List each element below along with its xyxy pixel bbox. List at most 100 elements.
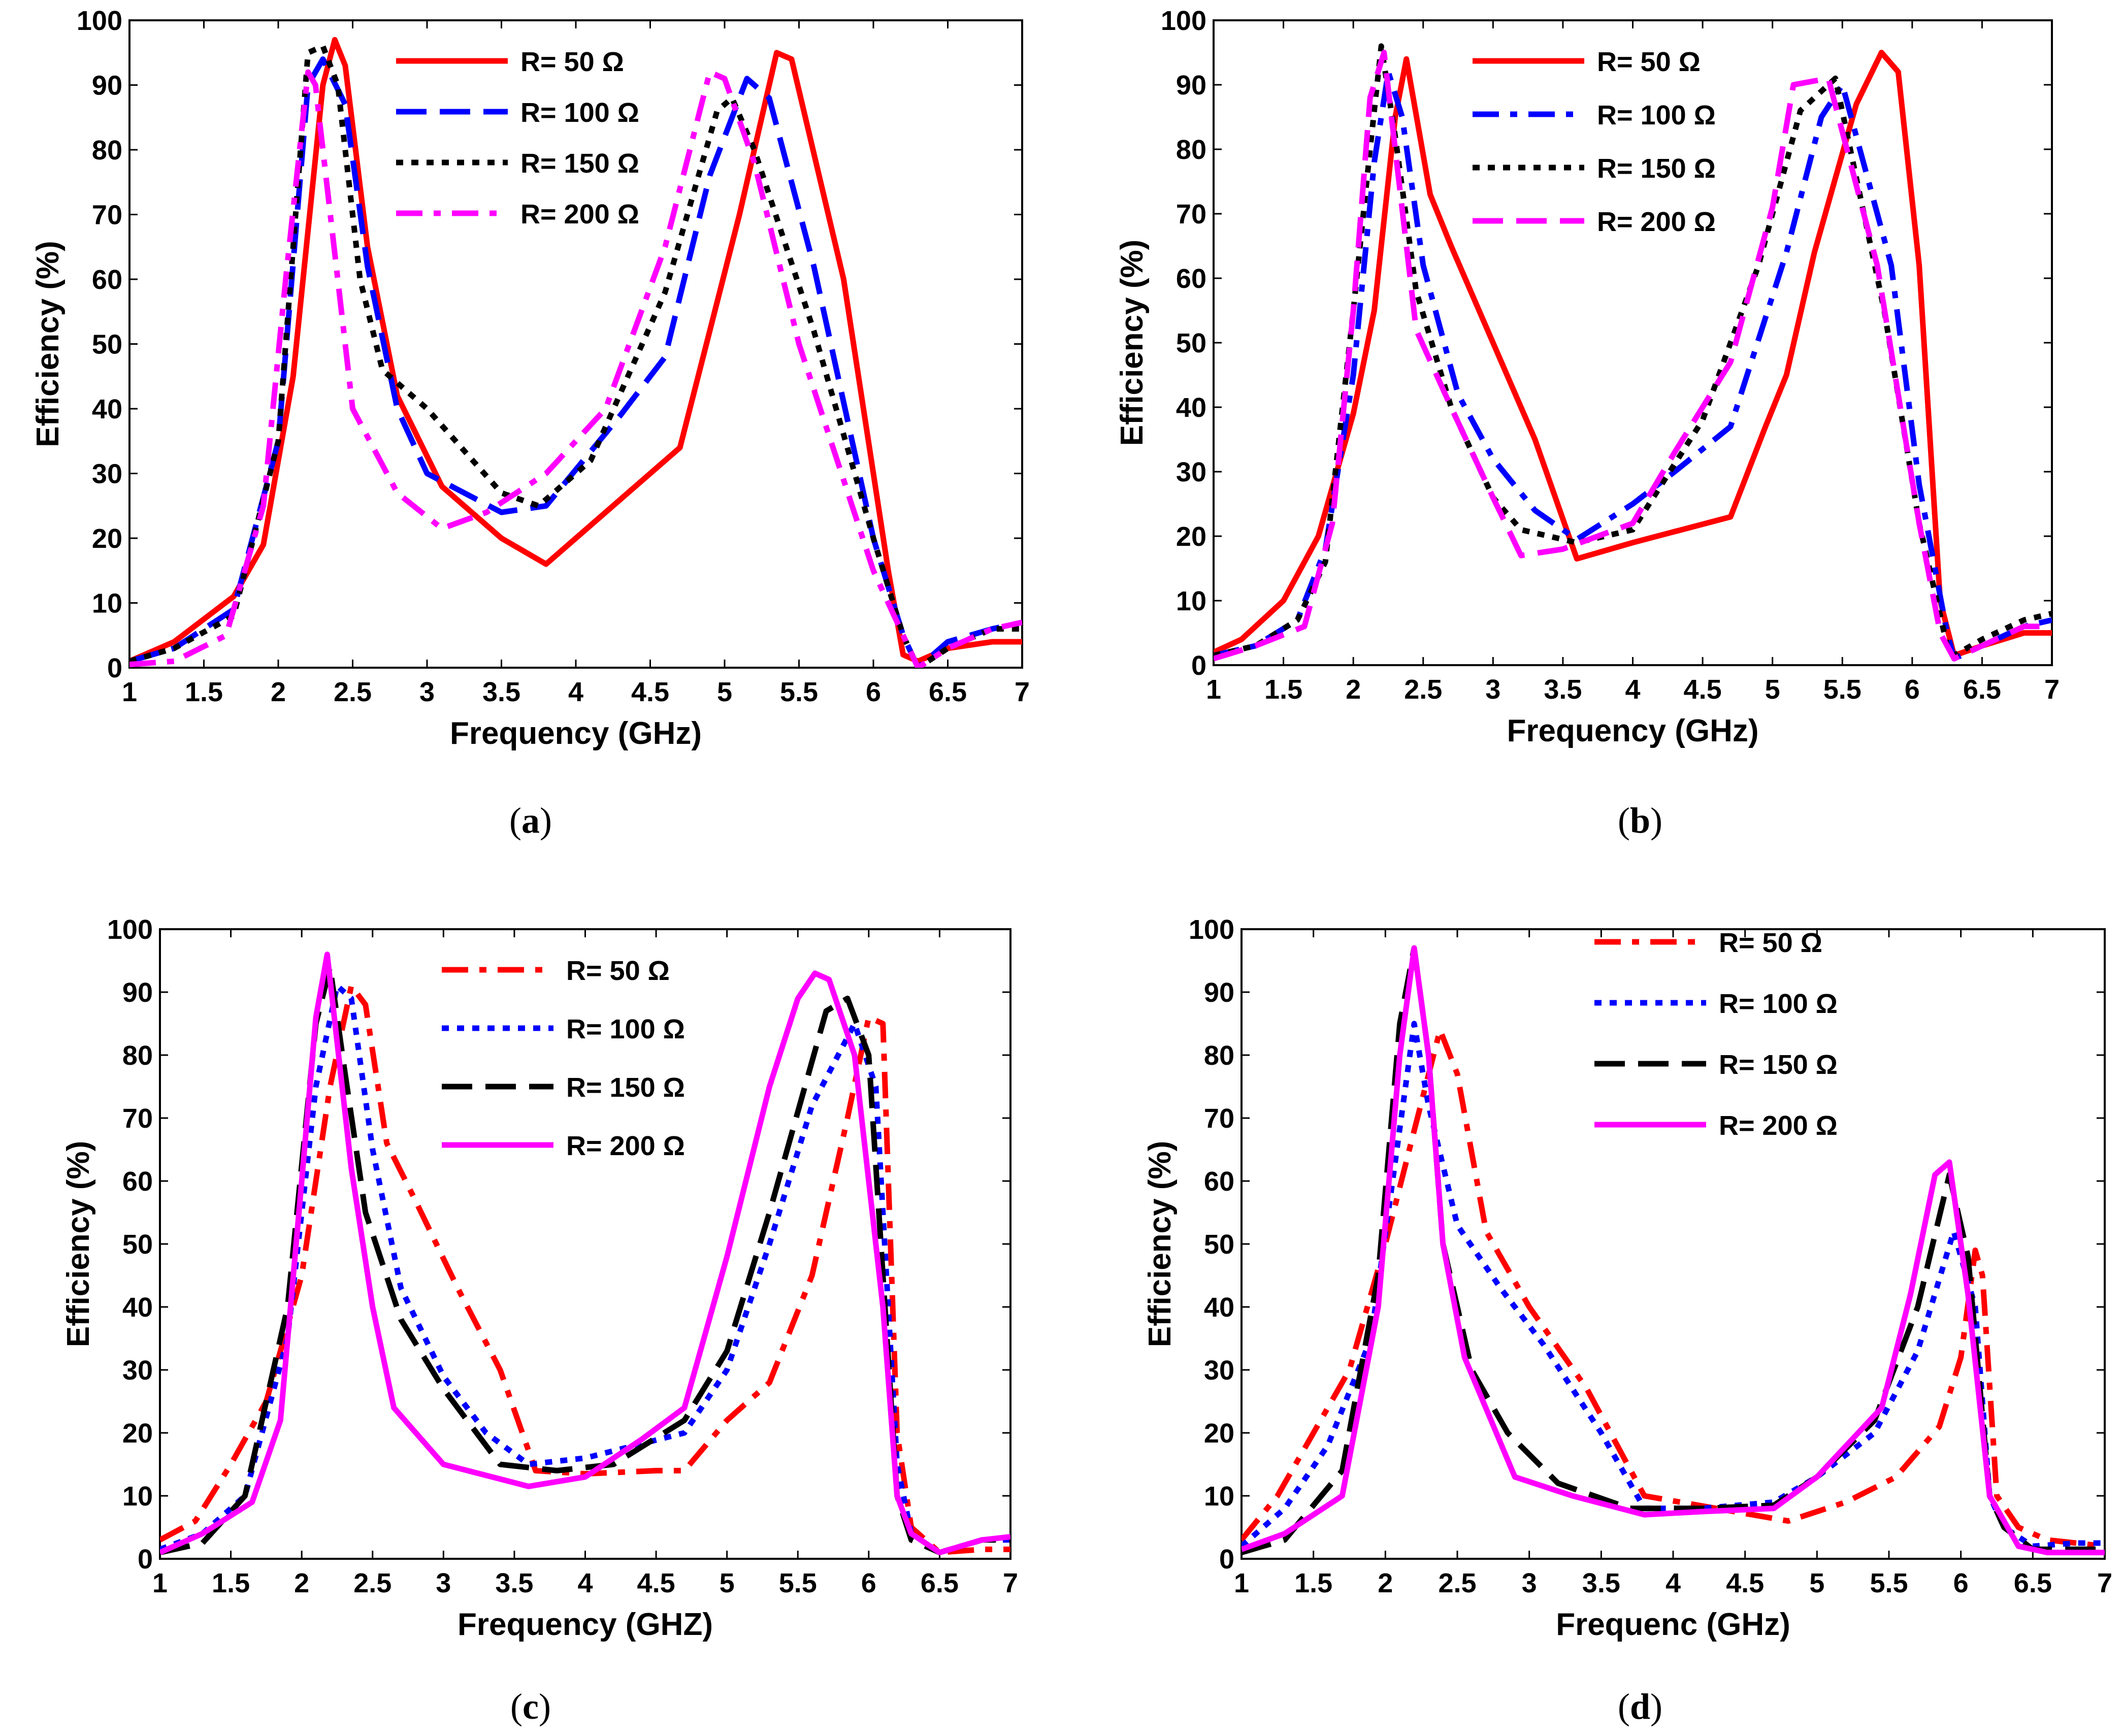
- x-tick-label: 3.5: [1582, 1568, 1620, 1598]
- x-tick-label: 4: [1625, 674, 1640, 705]
- y-axis-title: Efficiency (%): [30, 241, 66, 447]
- legend-label-3: R= 150 Ω: [1719, 1050, 1838, 1080]
- x-tick-label: 5: [1765, 674, 1780, 705]
- series-line-1: [129, 37, 1022, 664]
- y-tick-label: 80: [122, 1040, 153, 1071]
- x-tick-label: 4.5: [631, 677, 669, 707]
- y-tick-label: 80: [92, 135, 122, 166]
- series-line-1: [1242, 1027, 2105, 1549]
- y-tick-label: 40: [92, 394, 122, 424]
- y-tick-label: 10: [1176, 586, 1206, 616]
- legend-label-3: R= 150 Ω: [520, 148, 639, 179]
- series-line-2: [160, 983, 1010, 1556]
- x-tick-label: 5: [717, 677, 732, 707]
- y-tick-label: 70: [1176, 199, 1206, 230]
- x-tick-label: 2.5: [1404, 674, 1442, 705]
- caption-letter: a: [521, 800, 540, 841]
- y-tick-label: 10: [1204, 1481, 1234, 1512]
- chart-panel-d: 1 1.5 2 2.5 3 3.5 4 4.5 5 5.5 6 6.5 7010203040506070…: [1142, 914, 2112, 1727]
- caption-open-paren: (: [1618, 1686, 1630, 1727]
- caption-open-paren: (: [1618, 800, 1630, 841]
- plot-frame: [1240, 928, 2106, 1560]
- y-tick-label: 70: [122, 1103, 153, 1134]
- series-line-2: [1214, 69, 2052, 662]
- x-tick-label: 2: [294, 1568, 309, 1598]
- y-tick-label: 20: [122, 1418, 153, 1449]
- x-axis-title: Frequency (GHz): [450, 716, 702, 751]
- y-axis-title: Efficiency (%): [1142, 1141, 1178, 1348]
- y-tick-label: 60: [1204, 1166, 1234, 1197]
- caption-open-paren: (: [510, 1686, 523, 1727]
- y-tick-label: 50: [92, 330, 122, 360]
- series-line-2: [129, 56, 1022, 668]
- x-tick-label: 7: [2044, 674, 2060, 705]
- y-tick-label: 60: [1176, 264, 1206, 294]
- y-tick-label: 80: [1176, 135, 1206, 165]
- caption-close-paren: ): [1650, 800, 1662, 841]
- y-tick-label: 60: [92, 265, 122, 295]
- x-tick-label: 5: [1809, 1568, 1824, 1598]
- x-axis-title: Frequenc (GHz): [1556, 1607, 1790, 1642]
- y-tick-label: 10: [122, 1481, 153, 1512]
- x-tick-label: 1: [1206, 674, 1221, 705]
- legend-label-4: R= 200 Ω: [566, 1131, 685, 1161]
- x-tick-label: 4.5: [1684, 674, 1722, 705]
- x-tick-label: 1.5: [1264, 674, 1302, 705]
- x-tick-label: 5.5: [779, 1568, 817, 1598]
- x-tick-label: 7: [1015, 677, 1030, 707]
- x-tick-label: 3: [1485, 674, 1500, 705]
- series-line-4: [1242, 945, 2105, 1556]
- x-tick-label: 4: [568, 677, 583, 707]
- x-tick-label: 5.5: [1870, 1568, 1908, 1598]
- x-tick-label: 7: [1003, 1568, 1018, 1598]
- x-tick-label: 3: [436, 1568, 451, 1598]
- legend-label-3: R= 150 Ω: [1597, 153, 1716, 184]
- x-tick-label: 1.5: [1294, 1568, 1332, 1598]
- y-axis-title: Efficiency (%): [61, 1141, 96, 1348]
- legend-label-2: R= 100 Ω: [520, 97, 639, 128]
- y-tick-label: 0: [1219, 1544, 1234, 1575]
- y-tick-label: 100: [1189, 914, 1234, 945]
- x-tick-label: 3: [1522, 1568, 1537, 1598]
- x-tick-label: 5.5: [1823, 674, 1862, 705]
- series-line-1: [1214, 50, 2052, 659]
- y-tick-label: 90: [122, 977, 153, 1008]
- x-tick-label: 2: [1346, 674, 1361, 705]
- panel-caption: (a): [509, 800, 552, 841]
- x-tick-label: 6: [1905, 674, 1920, 705]
- x-tick-label: 2.5: [353, 1568, 391, 1598]
- legend-label-1: R= 50 Ω: [520, 47, 624, 77]
- y-tick-label: 70: [1204, 1103, 1234, 1134]
- y-tick-label: 40: [122, 1292, 153, 1323]
- y-tick-label: 30: [1204, 1355, 1234, 1386]
- caption-open-paren: (: [509, 800, 521, 841]
- x-axis-title: Frequency (GHZ): [458, 1607, 713, 1642]
- y-axis-title: Efficiency (%): [1115, 240, 1150, 446]
- y-tick-label: 0: [138, 1544, 153, 1575]
- x-tick-label: 4.5: [637, 1568, 675, 1598]
- plot-frame: [1213, 19, 2053, 666]
- x-tick-label: 6.5: [929, 677, 967, 707]
- y-tick-label: 40: [1204, 1292, 1234, 1323]
- x-tick-label: 4: [1666, 1568, 1681, 1598]
- x-tick-label: 3.5: [1544, 674, 1582, 705]
- x-tick-label: 1.5: [185, 677, 223, 707]
- y-tick-label: 90: [92, 71, 122, 101]
- legend-label-1: R= 50 Ω: [1597, 47, 1701, 77]
- y-tick-label: 30: [122, 1355, 153, 1386]
- legend-label-1: R= 50 Ω: [1719, 928, 1822, 958]
- x-tick-label: 2: [1378, 1568, 1393, 1598]
- x-axis-title: Frequency (GHz): [1507, 713, 1758, 748]
- chart-panel-b: 1 1.5 2 2.5 3 3.5 4 4.5 5 5.5 6 6.5 7010203040506070…: [1115, 6, 2060, 841]
- x-tick-label: 4.5: [1726, 1568, 1764, 1598]
- caption-close-paren: ): [1650, 1686, 1662, 1727]
- y-tick-label: 50: [1204, 1229, 1234, 1260]
- y-tick-label: 60: [122, 1166, 153, 1197]
- x-tick-label: 1: [1234, 1568, 1249, 1598]
- series-line-4: [160, 952, 1010, 1556]
- x-tick-label: 5: [720, 1568, 735, 1598]
- panel-caption: (b): [1618, 800, 1662, 841]
- x-tick-label: 4: [577, 1568, 593, 1598]
- chart-panel-a: 1 1.5 2 2.5 3 3.5 4 4.5 5 5.5 6 6.5 7010203040506070…: [30, 6, 1030, 841]
- legend-label-2: R= 100 Ω: [566, 1014, 685, 1044]
